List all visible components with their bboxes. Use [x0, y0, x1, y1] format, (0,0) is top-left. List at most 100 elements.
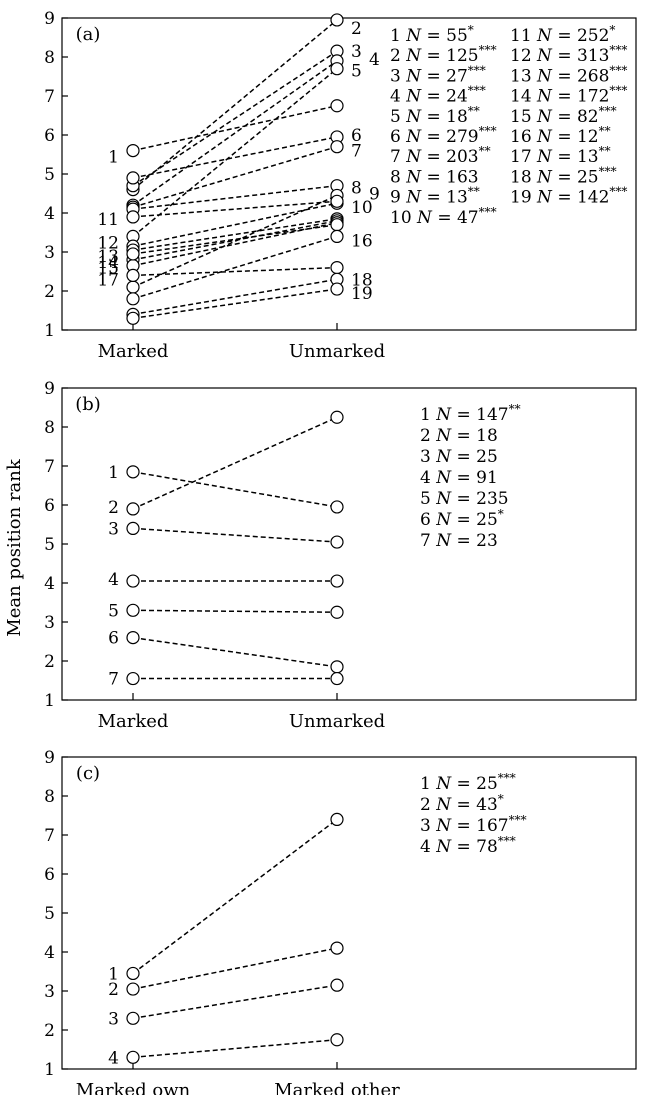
legend-entry: 5 N = 18**	[390, 104, 480, 127]
data-point	[126, 171, 140, 185]
y-tick-label: 7	[44, 826, 55, 846]
data-point	[330, 13, 344, 27]
legend-entry: 11 N = 252*	[510, 23, 615, 46]
data-point	[330, 605, 344, 619]
data-point	[330, 535, 344, 549]
series-line	[132, 527, 338, 543]
legend-entry: 4 N = 91	[420, 468, 498, 488]
legend-number: 4	[390, 87, 406, 107]
y-tick-label: 4	[44, 574, 55, 594]
data-point	[126, 603, 140, 617]
legend-significance: ***	[609, 185, 627, 199]
legend-n-symbol: N	[435, 468, 452, 488]
legend-n-symbol: N	[405, 87, 422, 107]
legend-number: 19	[510, 188, 537, 208]
legend-n-symbol: N	[435, 510, 452, 530]
legend-significance: ***	[609, 43, 627, 57]
legend-significance: ***	[498, 771, 516, 785]
legend-number: 1	[420, 774, 436, 794]
legend-n-value: = 78	[451, 837, 498, 857]
y-tick-label: 9	[44, 379, 55, 399]
legend-n-value: = 23	[451, 531, 498, 551]
y-tick-label: 5	[44, 535, 55, 555]
series-line	[132, 105, 338, 152]
legend-number: 15	[510, 107, 537, 127]
x-category-label: Marked	[98, 711, 169, 732]
legend-n-value: = 13	[552, 147, 599, 167]
legend-significance: ***	[479, 205, 497, 219]
point-label: 6	[108, 629, 119, 649]
y-tick-label: 5	[44, 165, 55, 185]
x-category-label: Unmarked	[289, 341, 385, 362]
legend-entry: 13 N = 268***	[510, 63, 627, 86]
legend-n-symbol: N	[536, 127, 553, 147]
legend-n-value: = 25	[552, 167, 599, 187]
point-label: 1	[108, 964, 119, 984]
point-label: 1	[108, 463, 119, 483]
legend-number: 7	[390, 147, 406, 167]
legend-number: 3	[420, 816, 436, 836]
point-label: 8	[351, 179, 362, 199]
data-point	[126, 292, 140, 306]
legend-n-symbol: N	[435, 405, 452, 425]
legend-n-value: = 313	[552, 46, 610, 66]
point-label: 3	[351, 42, 362, 62]
legend-n-value: = 279	[421, 127, 479, 147]
point-label: 3	[108, 1009, 119, 1029]
x-category-label: Marked	[98, 341, 169, 362]
legend-n-symbol: N	[416, 208, 433, 228]
data-point	[126, 630, 140, 645]
legend-n-value: = 25	[451, 447, 498, 467]
legend-n-symbol: N	[405, 188, 422, 208]
legend-number: 9	[390, 188, 406, 208]
series-line	[132, 200, 338, 218]
legend-n-symbol: N	[435, 447, 452, 467]
y-tick-label: 2	[44, 652, 55, 672]
data-point	[126, 144, 140, 158]
y-tick-label: 1	[44, 691, 55, 711]
legend-significance: ***	[599, 164, 617, 178]
legend-n-value: = 47	[432, 208, 479, 228]
legend-n-symbol: N	[405, 147, 422, 167]
series-line	[132, 416, 338, 510]
y-tick-label: 4	[44, 943, 55, 963]
point-label: 4	[108, 1048, 119, 1068]
legend-number: 8	[390, 167, 406, 187]
series-line	[132, 194, 338, 288]
series-line	[132, 266, 338, 277]
y-tick-label: 6	[44, 496, 55, 516]
plot-frame	[61, 756, 637, 1070]
x-category-label: Unmarked	[289, 711, 385, 732]
y-tick-label: 9	[44, 9, 55, 29]
legend-significance: **	[599, 144, 611, 158]
series-line	[132, 636, 338, 668]
legend-number: 4	[420, 468, 436, 488]
legend-entry: 15 N = 82***	[510, 104, 617, 127]
point-label: 14	[97, 253, 119, 273]
y-tick-label: 6	[44, 865, 55, 885]
legend-entry: 1 N = 147**	[420, 402, 521, 425]
legend-number: 3	[390, 66, 406, 86]
series-line	[132, 818, 338, 975]
legend-n-value: = 147	[451, 405, 509, 425]
legend-n-value: = 55	[421, 26, 468, 46]
legend-n-symbol: N	[435, 489, 452, 509]
legend-n-symbol: N	[536, 107, 553, 127]
series-line	[132, 471, 338, 508]
legend-n-symbol: N	[405, 66, 422, 86]
legend-number: 11	[510, 26, 537, 46]
legend-n-symbol: N	[435, 837, 452, 857]
series-line	[132, 202, 338, 247]
legend-n-value: = 203	[421, 147, 479, 167]
series-line	[132, 184, 338, 210]
legend-entry: 8 N = 163	[390, 167, 479, 187]
point-label: 16	[351, 231, 373, 251]
legend-entry: 4 N = 24***	[390, 84, 486, 107]
data-point	[126, 210, 140, 224]
legend-entry: 5 N = 235	[420, 489, 509, 509]
legend-number: 6	[420, 510, 436, 530]
legend-significance: *	[609, 23, 615, 37]
legend-entry: 19 N = 142***	[510, 185, 627, 208]
legend-entry: 3 N = 27***	[390, 63, 486, 86]
